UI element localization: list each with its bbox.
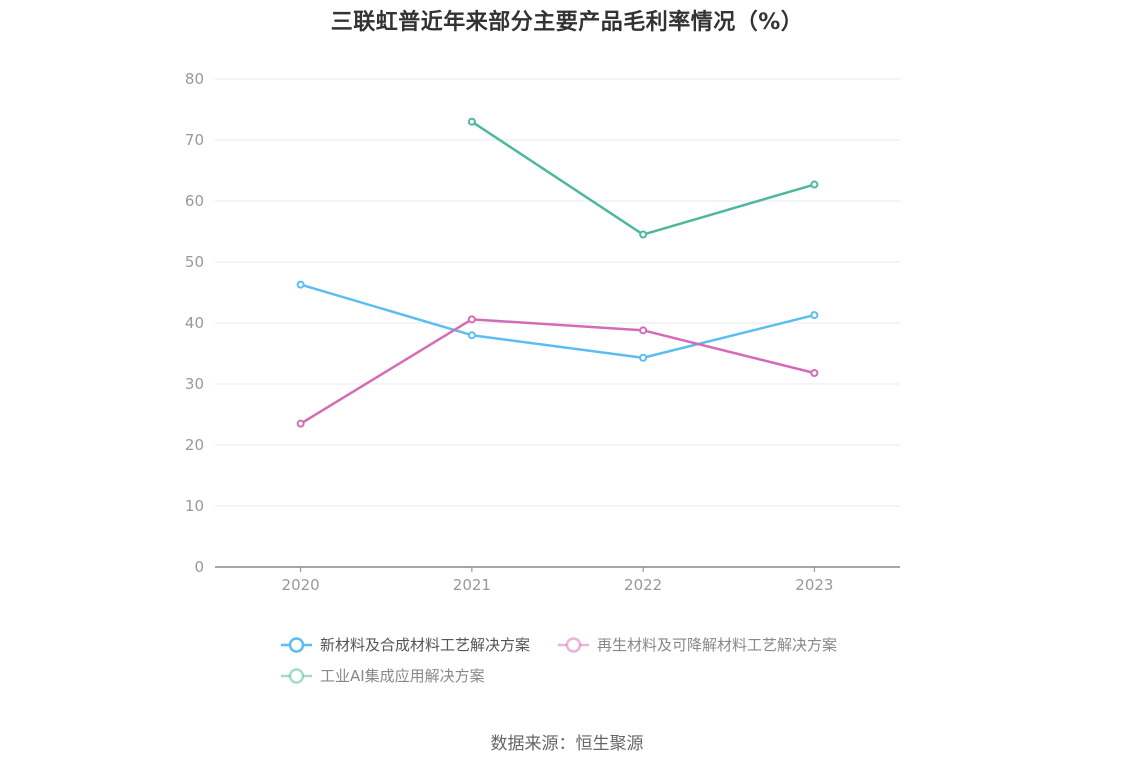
data-point[interactable] — [639, 353, 648, 362]
data-point[interactable] — [296, 419, 305, 428]
legend-item[interactable]: 再生材料及可降解材料工艺解决方案 — [558, 636, 837, 654]
legend-item[interactable]: 新材料及合成材料工艺解决方案 — [281, 636, 530, 654]
legend-marker-icon — [565, 637, 582, 653]
legend-label: 工业AI集成应用解决方案 — [320, 667, 485, 685]
y-tick-label: 80 — [185, 70, 204, 88]
legend[interactable]: 新材料及合成材料工艺解决方案 再生材料及可降解材料工艺解决方案工业AI集成应用解决… — [281, 636, 837, 685]
y-tick-label: 70 — [185, 131, 204, 149]
data-point[interactable] — [467, 315, 476, 324]
source-note: 数据来源：恒生聚源 — [490, 734, 644, 754]
y-tick-label: 40 — [185, 314, 204, 332]
y-tick-label: 30 — [185, 375, 204, 393]
series-layer — [296, 117, 819, 428]
data-point[interactable] — [639, 326, 648, 335]
data-point[interactable] — [467, 331, 476, 340]
grid-layer — [215, 78, 900, 507]
data-point[interactable] — [296, 280, 305, 289]
series-1 — [296, 280, 819, 362]
series-2 — [296, 315, 819, 428]
series-line — [299, 318, 815, 425]
y-tick-label: 10 — [185, 497, 204, 515]
data-point[interactable] — [639, 230, 648, 239]
data-point[interactable] — [810, 311, 819, 320]
x-tick-label: 2021 — [453, 576, 491, 594]
y-tick-label: 50 — [185, 253, 204, 271]
data-point[interactable] — [810, 180, 819, 189]
legend-marker-icon — [288, 668, 305, 684]
series-3 — [467, 117, 819, 239]
series-line — [300, 283, 815, 360]
data-point[interactable] — [810, 369, 819, 378]
data-point[interactable] — [467, 117, 476, 126]
legend-label: 再生材料及可降解材料工艺解决方案 — [597, 636, 837, 654]
legend-item[interactable]: 工业AI集成应用解决方案 — [281, 667, 485, 685]
x-tick-label: 2022 — [624, 576, 662, 594]
series-line — [471, 120, 815, 236]
legend-marker-icon — [288, 637, 305, 653]
chart-title: 三联虹普近年来部分主要产品毛利率情况（%） — [330, 10, 804, 35]
axis-layer: 0 10 20 30 40 50 60 70 80 2020 2021 2022 2023 — [185, 70, 900, 594]
legend-label: 新材料及合成材料工艺解决方案 — [320, 636, 530, 654]
y-tick-label: 20 — [185, 436, 204, 454]
y-tick-label: 0 — [194, 558, 204, 576]
x-tick-label: 2023 — [795, 576, 833, 594]
x-tick-label: 2020 — [282, 576, 320, 594]
y-tick-label: 60 — [185, 192, 204, 210]
